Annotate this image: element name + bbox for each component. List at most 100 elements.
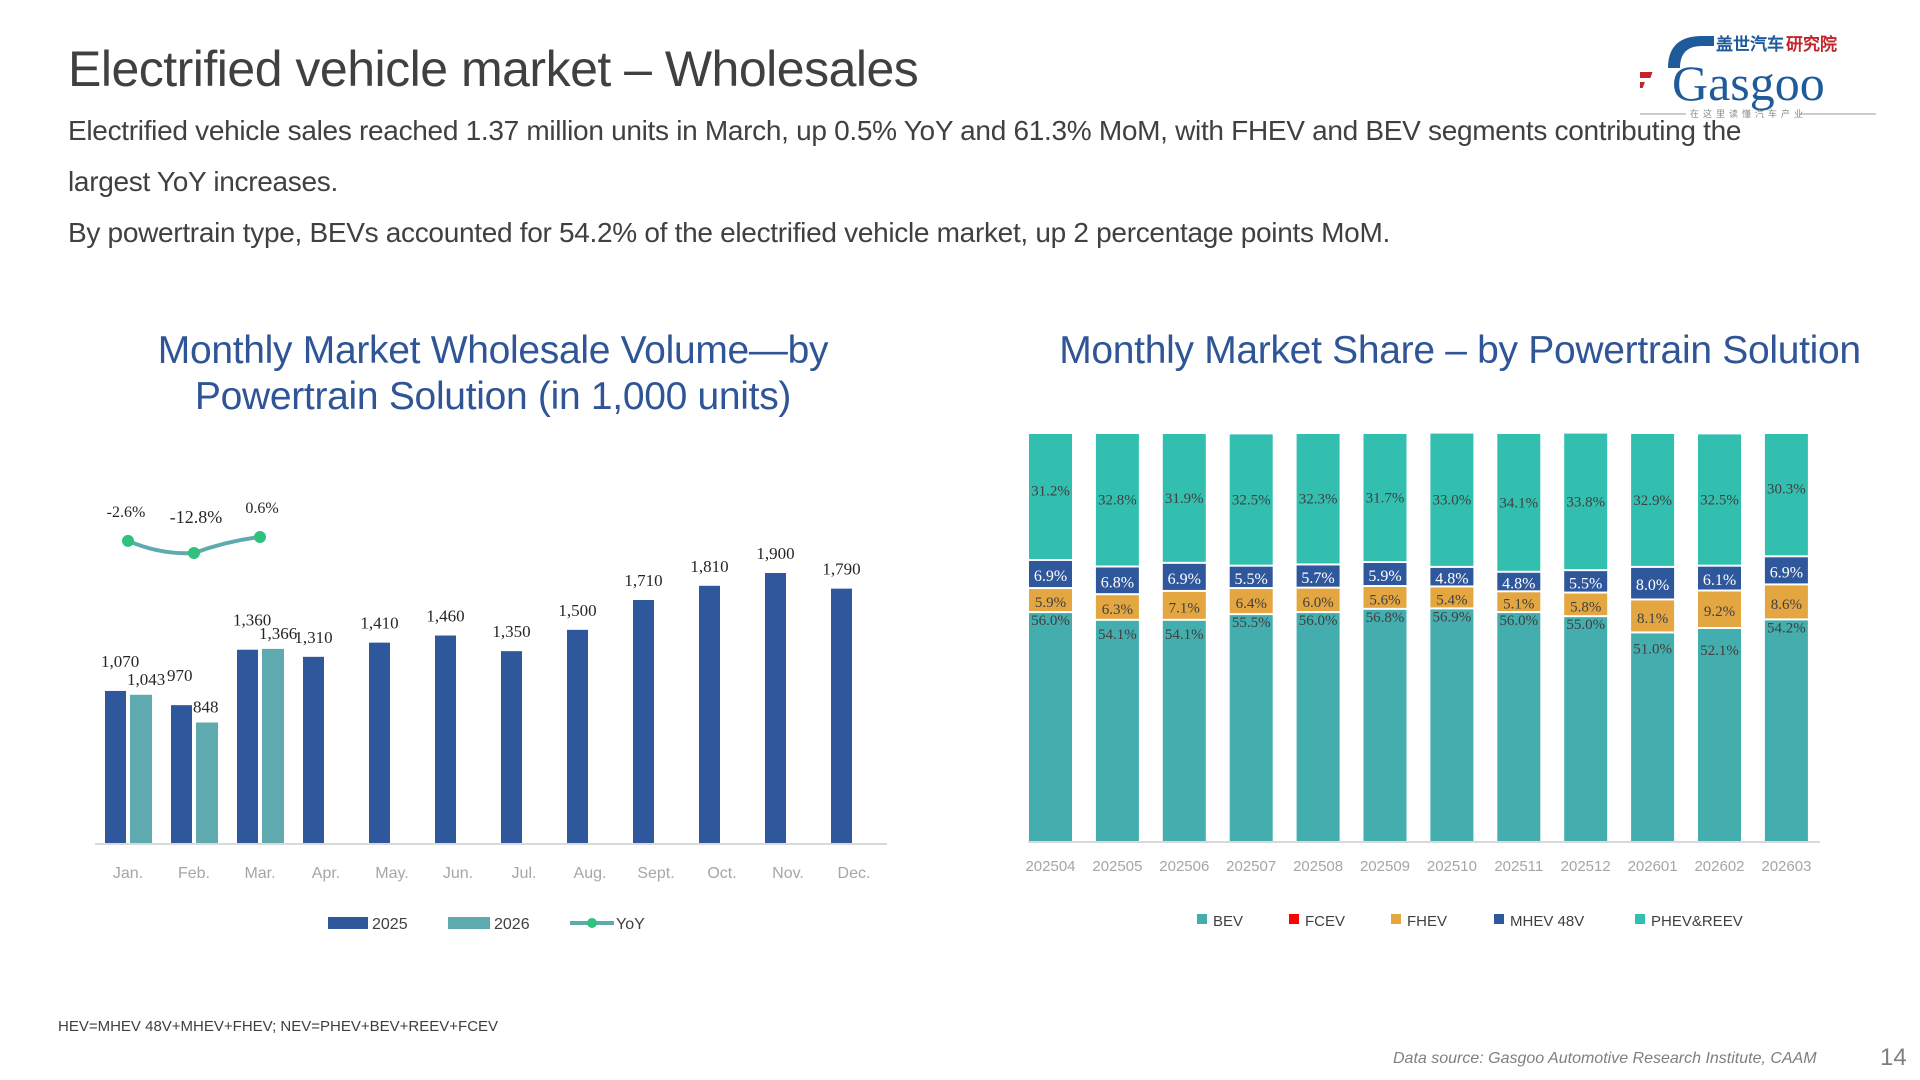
- data-label-bev: 55.0%: [1566, 617, 1605, 633]
- x-tick-label: Jan.: [113, 865, 143, 882]
- data-label-2025: 1,790: [822, 560, 860, 579]
- data-label-bev: 56.8%: [1366, 610, 1405, 626]
- page-title: Electrified vehicle market – Wholesales: [68, 41, 919, 97]
- x-tick-label: Jul.: [512, 865, 537, 882]
- data-label-bev: 52.1%: [1700, 643, 1739, 659]
- segment-fhev: [1631, 600, 1675, 632]
- segment-bev: [1698, 628, 1741, 841]
- data-label-2025: 1,710: [624, 571, 662, 590]
- yoy-marker: [188, 547, 200, 559]
- data-label-fhev: 6.3%: [1102, 602, 1133, 618]
- segment-mhev-48v: [1430, 567, 1474, 586]
- data-label-2025: 1,460: [426, 607, 464, 626]
- segment-phev-reev: [1296, 434, 1340, 564]
- segment-phev-reev: [1430, 433, 1474, 566]
- yoy-label: -12.8%: [170, 507, 223, 527]
- logo-tagline: 在这里读懂汽车产业: [1690, 108, 1807, 120]
- segment-mhev-48v: [1363, 563, 1407, 586]
- volume-chart-title-line-1: Monthly Market Wholesale Volume—by: [157, 329, 829, 372]
- segment-bev: [1497, 613, 1541, 841]
- data-label-fhev: 6.4%: [1236, 596, 1267, 612]
- segment-mhev-48v: [1698, 566, 1741, 590]
- legend-label-fcev: FCEV: [1305, 913, 1345, 930]
- x-tick-label: Mar.: [244, 865, 275, 882]
- data-label-bev: 54.2%: [1767, 620, 1806, 636]
- segment-bev: [1162, 620, 1206, 841]
- bar-2025-mar: [237, 649, 258, 843]
- legend-marker-yoy: [587, 918, 597, 928]
- logo-cn-institute: 研究院: [1786, 34, 1837, 55]
- x-tick-label: 202512: [1561, 858, 1611, 875]
- data-source: Data source: Gasgoo Automotive Research …: [1393, 1050, 1817, 1067]
- legend-swatch-fhev: [1391, 914, 1401, 924]
- segment-bev: [1029, 613, 1072, 841]
- data-label-phev-reev: 32.8%: [1098, 493, 1137, 509]
- segment-bev: [1296, 613, 1340, 841]
- bar-2025-jun: [435, 635, 456, 843]
- data-label-bev: 56.0%: [1499, 613, 1538, 629]
- data-label-mhev-48v: 5.7%: [1301, 570, 1334, 587]
- x-tick-label: 202511: [1494, 858, 1543, 875]
- data-label-phev-reev: 32.3%: [1299, 492, 1338, 508]
- data-label-bev: 54.1%: [1165, 627, 1204, 643]
- bar-2025-aug: [567, 629, 588, 843]
- segment-fhev: [1095, 595, 1139, 619]
- segment-fhev: [1564, 593, 1608, 616]
- segment-mhev-48v: [1229, 566, 1273, 588]
- legend-swatch-mhev-48v: [1494, 914, 1504, 924]
- bar-2026-jan: [130, 694, 152, 843]
- data-label-phev-reev: 31.2%: [1031, 483, 1070, 499]
- x-tick-label: 202505: [1092, 858, 1142, 875]
- data-label-fhev: 5.4%: [1436, 592, 1467, 608]
- segment-mhev-48v: [1029, 560, 1072, 588]
- segment-phev-reev: [1564, 433, 1608, 570]
- data-label-2025: 1,500: [558, 601, 596, 620]
- legend-swatch-2025: [328, 917, 368, 929]
- data-label-phev-reev: 32.9%: [1633, 493, 1672, 509]
- share-chart-title: Monthly Market Share – by Powertrain Sol…: [1059, 329, 1861, 372]
- segment-bev: [1564, 617, 1608, 841]
- legend-label-mhev-48v: MHEV 48V: [1510, 913, 1584, 930]
- data-label-mhev-48v: 5.5%: [1235, 571, 1268, 588]
- data-label-mhev-48v: 6.1%: [1703, 572, 1736, 589]
- data-label-bev: 56.0%: [1299, 613, 1338, 629]
- data-label-2025: 1,070: [101, 652, 139, 671]
- bar-2025-jan: [105, 690, 126, 843]
- data-label-fhev: 8.6%: [1771, 597, 1802, 613]
- segment-mhev-48v: [1162, 563, 1206, 590]
- segment-phev-reev: [1698, 434, 1741, 565]
- legend-swatch-bev: [1197, 914, 1207, 924]
- x-tick-label: 202510: [1427, 858, 1477, 875]
- yoy-label: -2.6%: [107, 504, 146, 521]
- x-tick-label: Dec.: [838, 865, 871, 882]
- data-label-bev: 56.0%: [1031, 613, 1070, 629]
- legend-label-yoy: YoY: [616, 916, 645, 933]
- data-label-2025: 970: [167, 666, 193, 685]
- x-tick-label: Oct.: [707, 865, 736, 882]
- segment-mhev-48v: [1497, 572, 1541, 591]
- segment-mhev-48v: [1764, 557, 1808, 584]
- legend-swatch-2026: [448, 917, 490, 929]
- segment-phev-reev: [1162, 434, 1206, 562]
- x-tick-label: 202507: [1226, 858, 1276, 875]
- gasgoo-logo: Gasgoo 盖世汽车 研究院 在这里读懂汽车产业: [1605, 24, 1880, 120]
- x-tick-label: 202509: [1360, 858, 1410, 875]
- bar-2025-feb: [171, 705, 192, 843]
- segment-phev-reev: [1764, 434, 1808, 556]
- data-label-phev-reev: 33.0%: [1433, 493, 1472, 509]
- segment-phev-reev: [1497, 434, 1541, 571]
- x-tick-label: Sept.: [637, 865, 674, 882]
- data-label-bev: 56.9%: [1433, 609, 1472, 625]
- segment-phev-reev: [1029, 434, 1072, 559]
- data-label-fhev: 5.1%: [1503, 597, 1534, 613]
- data-label-fhev: 6.0%: [1302, 595, 1333, 611]
- x-tick-label: 202506: [1159, 858, 1209, 875]
- summary-line-3: By powertrain type, BEVs accounted for 5…: [68, 217, 1390, 248]
- logo-cn-name: 盖世汽车: [1716, 34, 1784, 55]
- yoy-label: 0.6%: [245, 500, 278, 517]
- segment-bev: [1229, 615, 1273, 841]
- bar-2026-mar: [262, 648, 284, 843]
- data-label-2026: 1,043: [127, 670, 165, 689]
- segment-mhev-48v: [1296, 565, 1340, 587]
